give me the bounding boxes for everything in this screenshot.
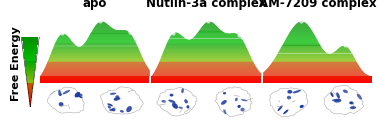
Ellipse shape <box>77 94 82 97</box>
Ellipse shape <box>79 96 82 98</box>
Ellipse shape <box>126 106 132 112</box>
Ellipse shape <box>181 88 184 93</box>
Ellipse shape <box>357 94 362 100</box>
Ellipse shape <box>184 99 188 103</box>
Polygon shape <box>101 87 143 114</box>
Ellipse shape <box>240 108 245 112</box>
Title: AM-7209 complex: AM-7209 complex <box>259 0 376 10</box>
Ellipse shape <box>59 102 64 107</box>
Ellipse shape <box>172 103 178 109</box>
Ellipse shape <box>237 105 241 108</box>
Ellipse shape <box>350 106 356 109</box>
Ellipse shape <box>112 108 116 111</box>
Ellipse shape <box>332 99 341 101</box>
Ellipse shape <box>115 95 119 98</box>
Ellipse shape <box>221 100 227 105</box>
Ellipse shape <box>293 90 301 93</box>
Ellipse shape <box>241 99 248 101</box>
Ellipse shape <box>59 93 62 96</box>
Ellipse shape <box>161 100 166 103</box>
Text: Free Energy: Free Energy <box>11 27 21 101</box>
Ellipse shape <box>334 99 341 103</box>
Polygon shape <box>324 85 364 114</box>
Ellipse shape <box>178 107 183 109</box>
Ellipse shape <box>63 90 70 94</box>
Ellipse shape <box>287 90 292 94</box>
Ellipse shape <box>349 101 354 104</box>
Ellipse shape <box>107 103 113 106</box>
Ellipse shape <box>110 93 116 95</box>
Ellipse shape <box>283 110 288 114</box>
Title: apo: apo <box>82 0 107 10</box>
Ellipse shape <box>223 109 226 114</box>
Ellipse shape <box>120 110 124 113</box>
Polygon shape <box>215 87 253 117</box>
Polygon shape <box>270 88 308 117</box>
Ellipse shape <box>223 92 226 94</box>
Ellipse shape <box>74 92 80 97</box>
Ellipse shape <box>277 105 283 111</box>
Ellipse shape <box>186 105 189 108</box>
Ellipse shape <box>170 94 174 97</box>
Title: Nutlin-3a complex: Nutlin-3a complex <box>146 0 266 10</box>
Ellipse shape <box>235 98 238 101</box>
Ellipse shape <box>108 106 111 109</box>
Polygon shape <box>48 87 84 113</box>
Ellipse shape <box>168 100 175 103</box>
Polygon shape <box>157 87 197 116</box>
Ellipse shape <box>330 92 334 97</box>
Ellipse shape <box>114 97 120 101</box>
Ellipse shape <box>336 92 340 99</box>
Ellipse shape <box>343 90 348 93</box>
Ellipse shape <box>300 105 304 108</box>
Ellipse shape <box>109 109 113 111</box>
Ellipse shape <box>58 90 61 96</box>
Ellipse shape <box>287 96 291 99</box>
